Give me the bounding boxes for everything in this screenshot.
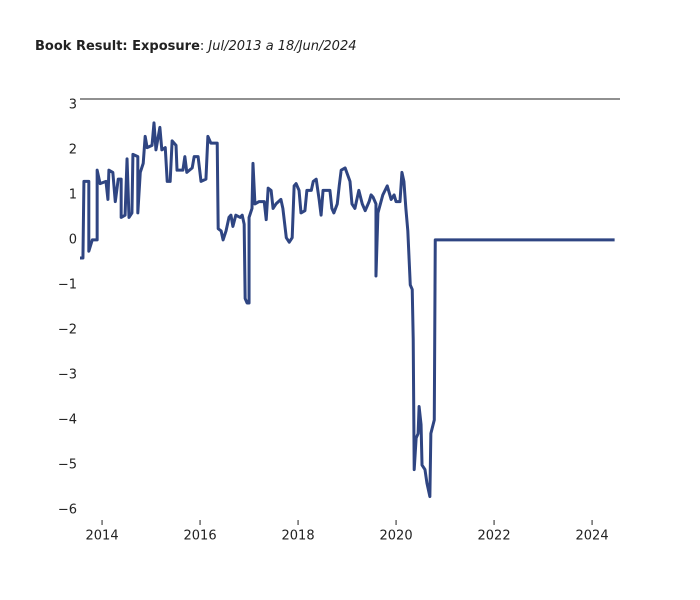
x-tick-label: 2018: [282, 529, 315, 544]
y-tick-label: −5: [58, 458, 77, 473]
x-tick-label: 2014: [86, 529, 119, 544]
y-tick-label: 0: [69, 232, 77, 247]
y-tick-label: 2: [69, 142, 77, 157]
y-tick-label: −3: [58, 368, 77, 383]
y-tick-label: −1: [58, 277, 77, 292]
series-line: [80, 121, 615, 499]
y-tick-label: −6: [58, 503, 77, 518]
y-tick-label: −4: [58, 413, 77, 428]
y-tick-label: −2: [58, 322, 77, 337]
title-separator: :: [200, 39, 209, 54]
subtitle: Jul/2013 a 18/Jun/2024: [205, 39, 356, 54]
x-tick-label: 2024: [576, 529, 609, 544]
y-tick-label: 1: [69, 187, 77, 202]
y-tick-label: 3: [69, 97, 77, 112]
x-tick-label: 2016: [184, 529, 217, 544]
x-tick-label: 2020: [380, 529, 413, 544]
title: Book Result: Exposure: [35, 39, 200, 54]
chart-title: Book Result: Exposure: Jul/2013 a 18/Jun…: [35, 39, 356, 54]
x-tick-label: 2022: [478, 529, 511, 544]
